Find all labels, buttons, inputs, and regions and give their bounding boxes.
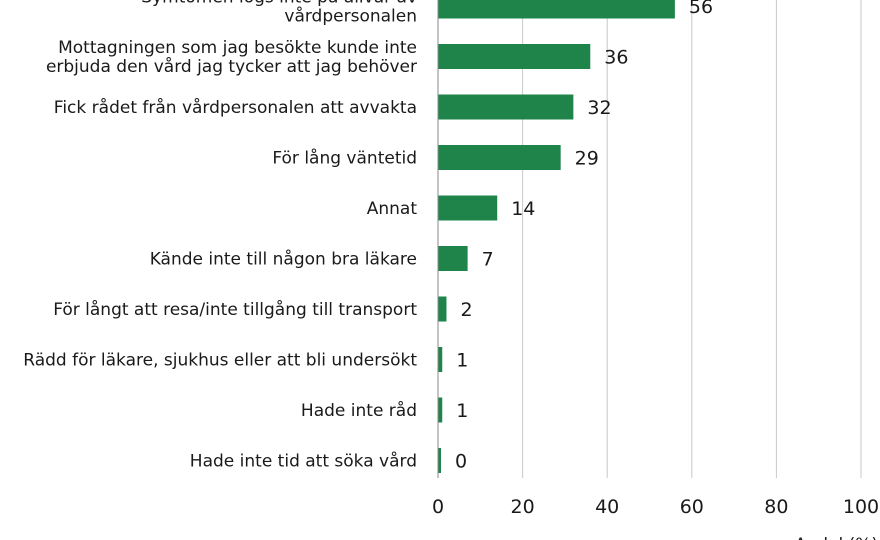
category-label: För långt att resa/inte tillgång till tr… (53, 299, 417, 320)
data-label: 32 (587, 97, 611, 119)
category-label: erbjuda den vård jag tycker att jag behö… (46, 56, 417, 77)
x-axis-title: Andel (%) (795, 535, 878, 540)
x-tick-label: 40 (595, 496, 619, 518)
category-label: Rädd för läkare, sjukhus eller att bli u… (23, 351, 417, 371)
category-label: För lång väntetid (272, 148, 417, 169)
bars (438, 0, 675, 473)
category-label: Mottagningen som jag besökte kunde inte (58, 38, 417, 58)
data-label: 29 (575, 148, 599, 170)
bar (438, 195, 498, 221)
data-label: 1 (456, 400, 468, 422)
x-tick-label: 80 (764, 496, 788, 518)
bar (438, 94, 574, 120)
data-label: 56 (689, 0, 713, 18)
data-label: 1 (456, 350, 468, 372)
category-label: Fick rådet från vårdpersonalen att avvak… (54, 97, 417, 118)
x-tick-label: 100 (843, 496, 879, 518)
data-label: 36 (604, 47, 628, 69)
bar (438, 397, 443, 423)
data-label: 0 (455, 451, 467, 473)
bar (438, 145, 561, 170)
bar (438, 0, 675, 19)
category-label: Hade inte tid att söka vård (190, 451, 417, 472)
bar (438, 44, 591, 69)
data-label: 2 (460, 299, 472, 321)
bar (438, 448, 441, 473)
gridlines (522, 0, 862, 478)
labels: 56 Symtomen lögs inte på allvar avvårdper… (23, 0, 713, 473)
x-tick-label: 0 (432, 496, 444, 518)
bar (438, 347, 443, 372)
bar (438, 296, 447, 322)
bar (438, 246, 468, 271)
category-label: vårdpersonalen (284, 6, 417, 27)
x-tick-label: 60 (680, 496, 704, 518)
x-tick-label: 20 (511, 496, 535, 518)
category-label: Annat (367, 199, 418, 219)
category-label: Symtomen lögs inte på allvar av (141, 0, 417, 8)
x-axis: 020406080100Andel (%) (432, 0, 879, 540)
data-label: 14 (511, 198, 535, 220)
category-label: Hade inte råd (301, 400, 417, 421)
category-label: Kände inte till någon bra läkare (150, 249, 417, 270)
data-label: 7 (482, 249, 494, 271)
